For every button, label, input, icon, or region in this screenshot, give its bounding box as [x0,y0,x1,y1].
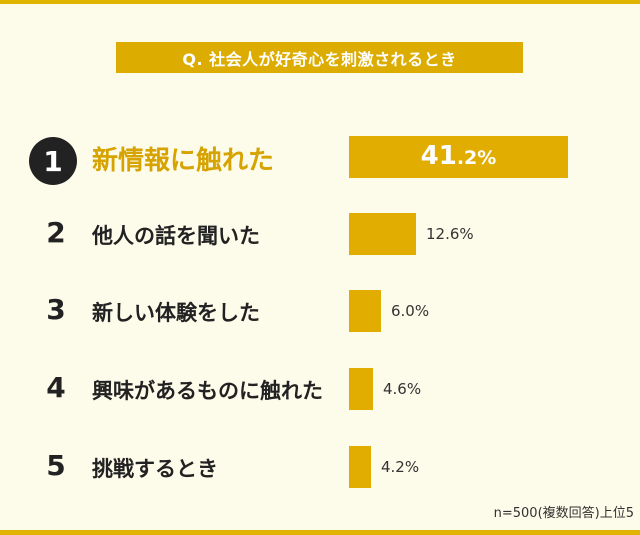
data-label: 41.2% [421,141,497,171]
rank-number: 5 [46,449,66,482]
bar [349,136,568,178]
rank-number: 2 [46,216,66,249]
data-label: 4.2% [381,458,420,476]
sample-note: n=500(複数回答)上位5 [493,506,634,521]
data-label: 6.0% [391,302,430,320]
data-label: 4.6% [383,380,422,398]
data-label-integer: 41 [420,141,457,171]
rank-number: 3 [46,293,66,326]
category-label: 他人の話を聞いた [92,224,260,248]
top-border [0,0,640,4]
category-label: 新しい体験をした [92,301,260,325]
bottom-border [0,530,640,535]
rank-badge-1: 1 [29,137,77,185]
bar [349,290,381,332]
data-label-decimal: .2% [456,147,497,169]
question-title: Q. 社会人が好奇心を刺激されるとき [116,42,523,73]
category-label: 挑戦するとき [92,457,218,481]
data-label: 12.6% [426,225,474,243]
category-label: 新情報に触れた [92,146,275,176]
bar [349,446,371,488]
category-label: 興味があるものに触れた [92,379,323,403]
bar [349,368,373,410]
rank-number: 4 [46,371,66,404]
bar [349,213,416,255]
